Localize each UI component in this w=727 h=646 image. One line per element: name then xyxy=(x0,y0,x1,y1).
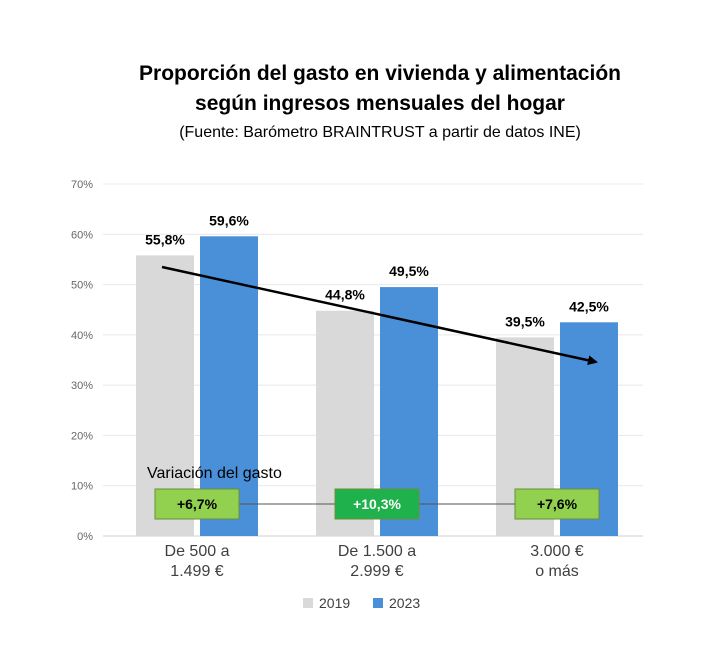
variation-title: Variación del gasto xyxy=(147,465,282,482)
y-tick-label: 70% xyxy=(71,179,93,191)
y-tick-label: 40% xyxy=(71,330,93,342)
data-label: 49,5% xyxy=(389,263,429,279)
legend-label: 2019 xyxy=(319,595,350,611)
data-label: 55,8% xyxy=(145,231,185,247)
data-label: 44,8% xyxy=(325,287,365,303)
data-label: 59,6% xyxy=(209,212,249,228)
y-tick-label: 50% xyxy=(71,280,93,292)
data-label: 42,5% xyxy=(569,298,609,314)
y-tick-label: 30% xyxy=(71,380,93,392)
chart-title-line1: Proporción del gasto en vivienda y alime… xyxy=(139,62,621,85)
chart-title-line2: según ingresos mensuales del hogar xyxy=(195,92,565,115)
variation-value: +6,7% xyxy=(177,496,218,512)
variation-box xyxy=(514,488,600,520)
category-label: 1.499 € xyxy=(170,563,223,580)
chart-source: (Fuente: Barómetro BRAINTRUST a partir d… xyxy=(179,124,581,141)
data-label: 39,5% xyxy=(505,313,545,329)
variation-value: +10,3% xyxy=(353,496,401,512)
legend-label: 2023 xyxy=(389,595,420,611)
variation-box xyxy=(154,488,240,520)
category-label: De 500 a xyxy=(165,543,230,560)
variation-box xyxy=(334,488,420,520)
category-label: o más xyxy=(535,563,579,580)
y-tick-label: 10% xyxy=(71,481,93,493)
y-tick-label: 60% xyxy=(71,229,93,241)
category-label: 2.999 € xyxy=(350,563,403,580)
y-tick-label: 0% xyxy=(77,531,93,543)
category-label: 3.000 € xyxy=(530,543,583,560)
category-label: De 1.500 a xyxy=(338,543,416,560)
variation-value: +7,6% xyxy=(537,496,578,512)
y-tick-label: 20% xyxy=(71,430,93,442)
trend-arrow xyxy=(161,265,598,366)
legend-swatch-2023 xyxy=(373,598,383,608)
legend-swatch-2019 xyxy=(303,598,313,608)
